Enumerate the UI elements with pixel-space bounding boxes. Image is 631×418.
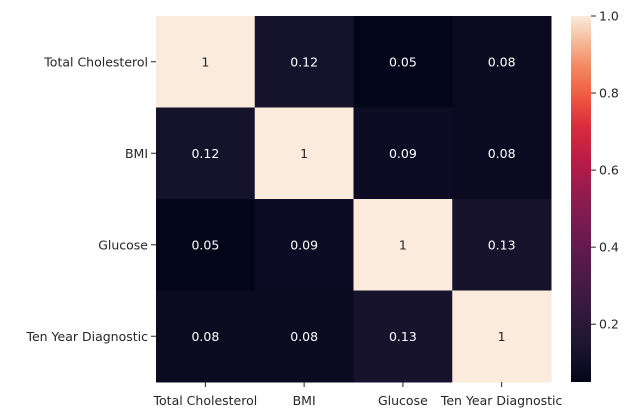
y-tick-label: Ten Year Diagnostic [25,329,148,344]
cell-value-label: 1 [399,237,407,252]
heatmap-cell [452,107,552,200]
colorbar-tick-label: 1.0 [599,9,619,24]
cell-value-label: 0.12 [191,146,219,161]
heatmap-cell [156,290,256,383]
heatmap-cell [254,290,354,383]
cell-value-label: 0.08 [191,329,219,344]
colorbar-tick-label: 0.4 [599,240,619,255]
heatmap-cell [353,199,453,291]
y-axis: Total Cholesterol BMI Glucose Ten Year Diag… [25,54,156,344]
colorbar-tick-label: 0.8 [599,86,619,101]
heatmap-cell [353,107,453,200]
heatmap-cells [156,16,552,383]
cell-value-label: 0.09 [290,237,318,252]
heatmap-cell [156,107,256,200]
x-tick-label: BMI [293,393,316,408]
cell-value-label: 1 [201,54,209,69]
cell-value-label: 1 [498,329,506,344]
y-tick-label: BMI [125,146,148,161]
heatmap-cell [452,290,552,383]
heatmap-cell [254,199,354,291]
colorbar-tick-label: 0.6 [599,163,619,178]
cell-value-label: 0.13 [488,237,516,252]
heatmap-annotations: 1 0.12 0.05 0.08 0.12 1 0.09 0.08 0.05 0.09 1 0.13 0… [191,54,515,344]
heatmap-cell [254,107,354,200]
cell-value-label: 1 [300,146,308,161]
x-axis: Total Cholesterol BMI Glucose Ten Year Diag… [153,382,563,408]
x-tick-label: Glucose [378,393,428,408]
heatmap-cell [452,199,552,291]
heatmap-cell [452,16,552,108]
cell-value-label: 0.12 [290,54,318,69]
y-tick-label: Total Cholesterol [43,54,148,69]
cell-value-label: 0.05 [191,237,219,252]
cell-value-label: 0.08 [488,146,516,161]
cell-value-label: 0.08 [488,54,516,69]
cell-value-label: 0.13 [389,329,417,344]
heatmap-cell [156,199,256,291]
heatmap-cell [353,290,453,383]
colorbar-tick-label: 0.2 [599,317,619,332]
cell-value-label: 0.08 [290,329,318,344]
cell-value-label: 0.09 [389,146,417,161]
heatmap-cell [156,16,256,108]
colorbar-axis: 0.2 0.4 0.6 0.8 1.0 [591,9,619,332]
colorbar [571,16,591,382]
x-tick-label: Ten Year Diagnostic [440,393,563,408]
cell-value-label: 0.05 [389,54,417,69]
x-tick-label: Total Cholesterol [153,393,258,408]
heatmap-cell [353,16,453,108]
heatmap-cell [254,16,354,108]
y-tick-label: Glucose [98,237,148,252]
